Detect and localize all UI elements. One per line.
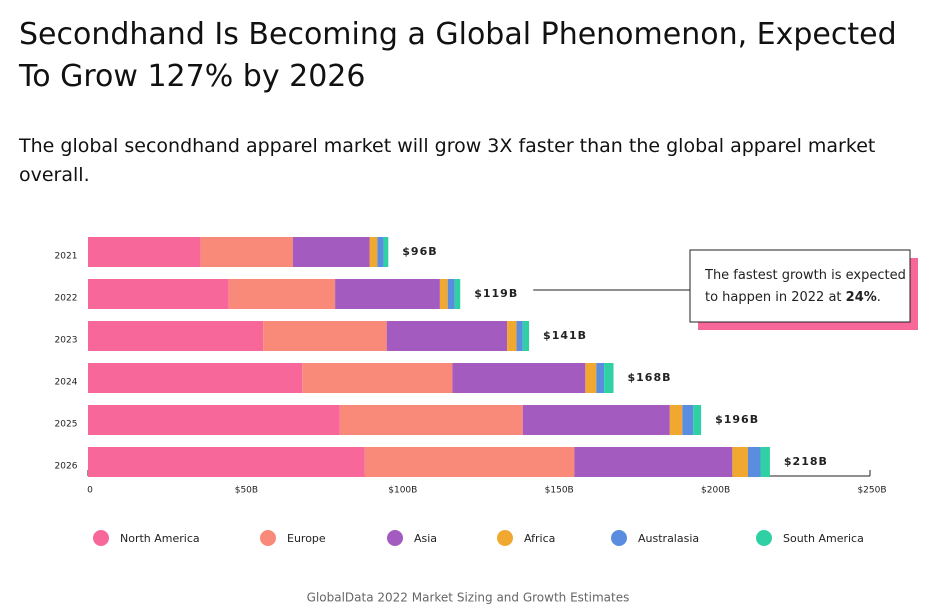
bar-segment	[522, 321, 530, 351]
bar-segment	[88, 279, 229, 309]
bar-segment	[748, 447, 761, 477]
bar-segment	[454, 279, 461, 309]
legend-label: South America	[783, 532, 864, 545]
bar-segment	[88, 363, 303, 393]
annotation-box	[689, 249, 911, 323]
legend-marker	[756, 530, 772, 546]
bar-segment	[760, 447, 770, 477]
legend-marker	[93, 530, 109, 546]
legend-label: Australasia	[638, 532, 699, 545]
bar-segment	[447, 279, 455, 309]
bar-segment	[377, 237, 384, 267]
bar-segment	[604, 363, 614, 393]
legend-label: Asia	[414, 532, 437, 545]
bar-segment	[669, 405, 683, 435]
bar-segment	[339, 405, 523, 435]
bar-segment	[585, 363, 597, 393]
total-label: $218B	[784, 455, 828, 468]
x-tick-label: $200B	[701, 486, 730, 496]
y-tick-label: 2025	[55, 420, 78, 430]
legend-marker	[497, 530, 513, 546]
bar-segment	[88, 321, 264, 351]
legend-label: Europe	[287, 532, 326, 545]
legend-marker	[260, 530, 276, 546]
bar-segment	[302, 363, 453, 393]
x-tick-label: $100B	[388, 486, 417, 496]
bar-segment	[335, 279, 440, 309]
bar-segment	[386, 321, 508, 351]
x-tick-label: $50B	[235, 486, 258, 496]
total-label: $141B	[543, 329, 587, 342]
bar-segment	[507, 321, 517, 351]
x-tick-label: $150B	[545, 486, 574, 496]
total-label: $119B	[474, 287, 518, 300]
source: GlobalData 2022 Market Sizing and Growth…	[307, 591, 630, 605]
bar-segment	[369, 237, 378, 267]
bar-segment	[364, 447, 575, 477]
y-tick-label: 2022	[55, 294, 78, 304]
bar-segment	[228, 279, 336, 309]
annotation-text-2: to happen in 2022 at 24%.	[705, 290, 881, 305]
bar-segment	[516, 321, 523, 351]
legend-label: Africa	[524, 532, 555, 545]
legend-marker	[387, 530, 403, 546]
total-label: $196B	[715, 413, 759, 426]
legend-marker	[611, 530, 627, 546]
y-tick-label: 2021	[55, 252, 78, 262]
bar-segment	[596, 363, 605, 393]
bar-segment	[88, 405, 340, 435]
annotation-text: The fastest growth is expected	[704, 268, 906, 283]
bar-segment	[383, 237, 389, 267]
bar-segment	[200, 237, 293, 267]
bar-segment	[574, 447, 733, 477]
legend-label: North America	[120, 532, 200, 545]
bar-segment	[522, 405, 670, 435]
bar-segment	[693, 405, 702, 435]
bar-segment	[292, 237, 370, 267]
bar-segment	[88, 447, 365, 477]
bar-segment	[263, 321, 387, 351]
total-label: $168B	[628, 371, 672, 384]
bar-segment	[452, 363, 586, 393]
bar-segment	[88, 237, 201, 267]
bar-segment	[439, 279, 448, 309]
y-tick-label: 2024	[55, 378, 78, 388]
total-label: $96B	[402, 245, 437, 258]
y-tick-label: 2026	[55, 462, 78, 472]
x-tick-label: $250B	[857, 486, 886, 496]
y-tick-label: 2023	[55, 336, 78, 346]
bar-segment	[732, 447, 749, 477]
bar-segment	[682, 405, 694, 435]
chart-subtitle: The global secondhand apparel market wil…	[19, 135, 876, 186]
x-tick-label: 0	[87, 486, 93, 496]
chart-title: Secondhand Is Becoming a Global Phenomen…	[19, 17, 897, 94]
